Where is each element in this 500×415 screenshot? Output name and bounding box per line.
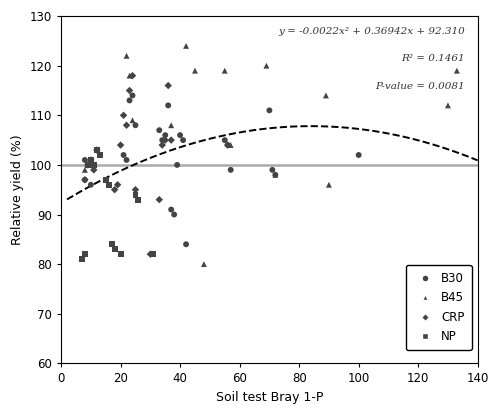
Point (226, 142, 234, 149)
Point (116, 251, 124, 257)
Point (173, 161, 181, 168)
Point (110, 186, 118, 193)
Point (84, 161, 92, 168)
Point (93, 147, 101, 154)
Point (122, 52, 130, 59)
Point (182, 43, 190, 49)
Point (84, 161, 92, 168)
Point (322, 92, 330, 99)
Point (81, 166, 89, 173)
Point (134, 196, 142, 203)
Point (167, 206, 175, 213)
Point (176, 132, 184, 139)
Point (132, 186, 140, 193)
Point (126, 87, 134, 94)
Point (224, 142, 232, 149)
Point (161, 137, 169, 144)
Point (272, 171, 280, 178)
Point (81, 251, 89, 257)
Point (191, 67, 199, 74)
Point (268, 166, 276, 173)
Point (81, 156, 89, 163)
Point (114, 181, 122, 188)
Point (87, 156, 95, 163)
Point (93, 147, 101, 154)
Point (164, 82, 172, 89)
Text: P-value = 0.0081: P-value = 0.0081 (376, 82, 465, 91)
Point (150, 251, 158, 257)
Point (266, 107, 274, 114)
Point (128, 92, 136, 99)
Point (220, 137, 228, 144)
Point (78, 256, 86, 262)
Point (84, 161, 92, 168)
Point (220, 67, 228, 74)
Point (158, 137, 166, 144)
Point (158, 142, 166, 149)
Point (179, 137, 187, 144)
Point (146, 251, 154, 257)
Point (120, 151, 128, 158)
Point (164, 102, 172, 109)
Point (96, 151, 104, 158)
Point (354, 151, 362, 158)
Point (128, 72, 136, 79)
Point (90, 166, 98, 173)
Text: y = -0.0022x² + 0.36942x + 92.310: y = -0.0022x² + 0.36942x + 92.310 (278, 27, 465, 36)
Point (108, 241, 116, 248)
Point (87, 156, 95, 163)
Point (81, 176, 89, 183)
Point (262, 62, 270, 69)
Point (200, 261, 208, 267)
Point (116, 142, 124, 149)
Point (87, 161, 95, 168)
Point (120, 112, 128, 119)
Point (182, 241, 190, 248)
Point (90, 161, 98, 168)
Point (122, 156, 130, 163)
Point (167, 122, 175, 129)
Point (156, 127, 164, 134)
Point (156, 196, 164, 203)
Point (126, 72, 134, 79)
Point (87, 181, 95, 188)
Point (226, 166, 234, 173)
Point (444, 102, 452, 109)
Point (325, 181, 333, 188)
Point (170, 211, 178, 218)
Point (167, 137, 175, 144)
Point (84, 161, 92, 168)
Point (122, 122, 130, 129)
Text: R² = 0.1461: R² = 0.1461 (402, 54, 465, 63)
Point (81, 176, 89, 183)
X-axis label: Soil test Bray 1-P: Soil test Bray 1-P (216, 391, 323, 404)
Point (272, 171, 280, 178)
Y-axis label: Relative yield (%): Relative yield (%) (11, 134, 24, 245)
Legend: B30, B45, CRP, NP: B30, B45, CRP, NP (406, 265, 472, 350)
Point (132, 122, 140, 129)
Point (453, 67, 461, 74)
Point (128, 117, 136, 124)
Point (224, 142, 232, 149)
Point (102, 176, 110, 183)
Point (110, 246, 118, 253)
Point (161, 132, 169, 139)
Point (132, 191, 140, 198)
Point (126, 97, 134, 104)
Point (104, 181, 112, 188)
